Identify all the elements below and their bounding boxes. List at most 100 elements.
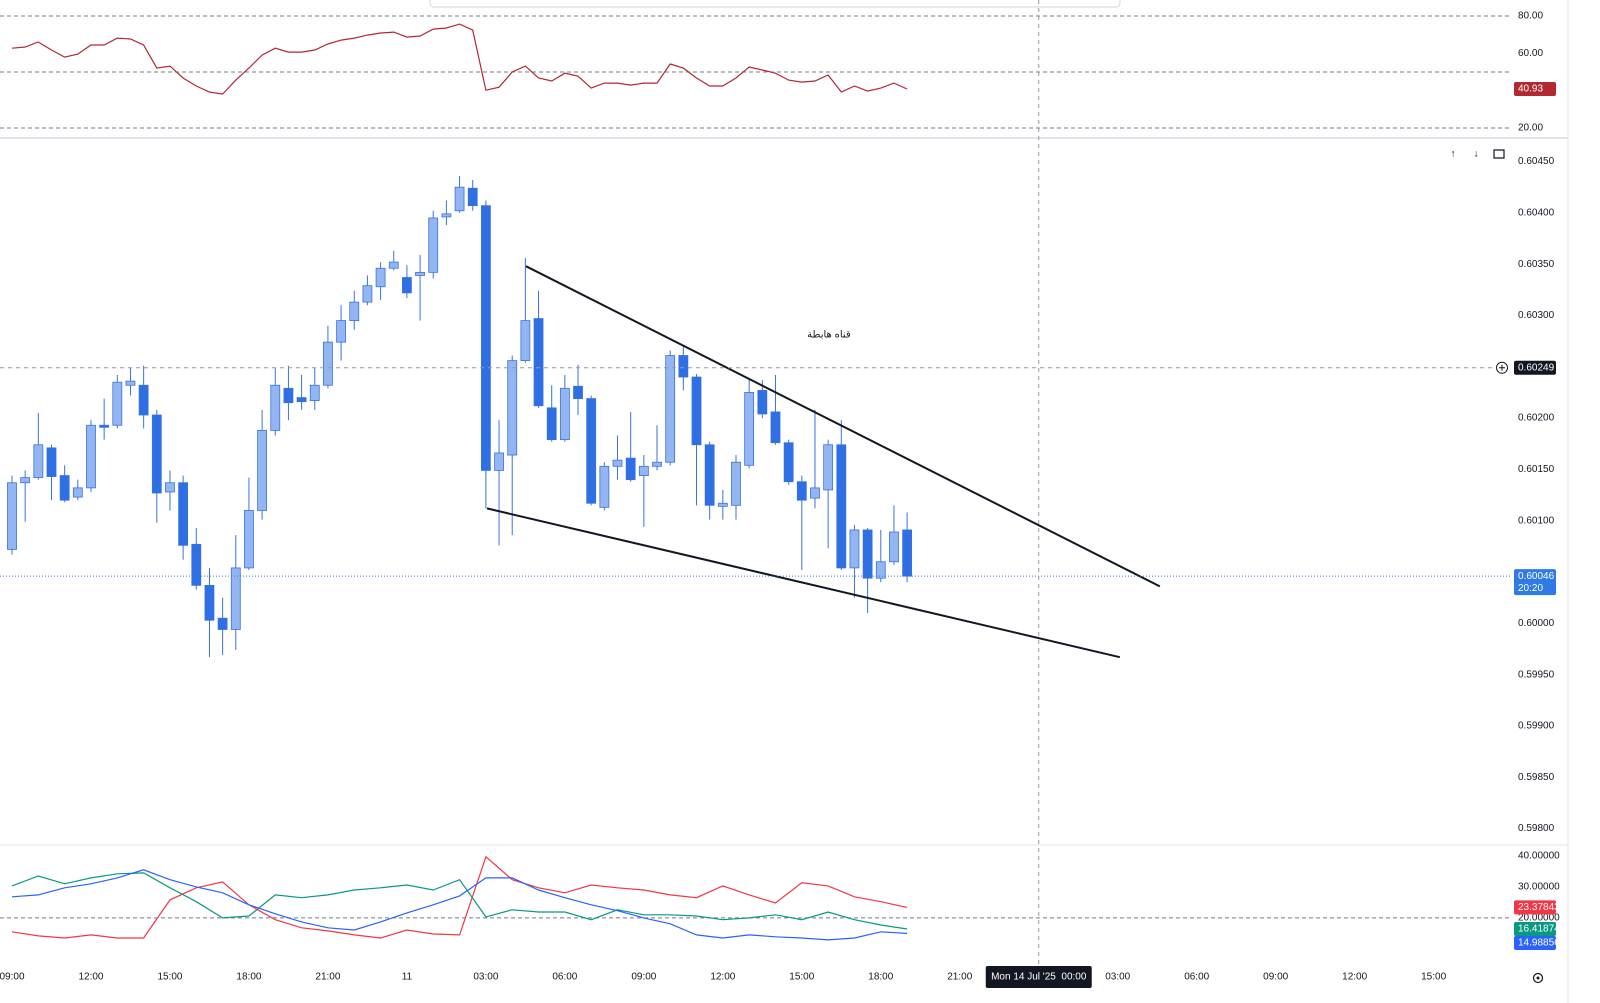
x-tick-label: 15:00 xyxy=(157,972,182,983)
value-label-bg xyxy=(1514,81,1556,96)
toolbar[interactable] xyxy=(429,0,1121,8)
candle-body xyxy=(309,384,320,402)
candle-body xyxy=(244,510,254,569)
indicator-line xyxy=(11,855,908,939)
value-label: 23.37843 xyxy=(1514,900,1560,915)
value-label-text: 40.93 xyxy=(1518,84,1543,95)
candle-body xyxy=(375,267,386,288)
candle-body xyxy=(467,187,478,207)
candle-body xyxy=(283,387,294,404)
candle-body xyxy=(546,407,557,441)
candle-body xyxy=(559,387,570,441)
y-tick-label: 0.60300 xyxy=(1518,310,1555,321)
candle-body xyxy=(704,444,715,506)
indicator-line xyxy=(11,872,908,930)
annotation: قناه هابطة xyxy=(807,330,851,341)
add-button[interactable] xyxy=(1496,361,1508,374)
y-tick-label: 0.59850 xyxy=(1518,772,1555,783)
y-tick-label: 0.59950 xyxy=(1518,669,1555,680)
y-tick-label: 60.00 xyxy=(1518,48,1543,59)
y-tick-label: 0.59800 xyxy=(1518,823,1555,834)
x-tick-label: 18:00 xyxy=(236,972,261,983)
candle-body xyxy=(665,355,676,463)
candle-body xyxy=(296,397,307,403)
candle-body xyxy=(678,355,689,378)
settings-button[interactable] xyxy=(1532,972,1544,984)
y-tick-label: 80.00 xyxy=(1518,11,1543,22)
candle-body xyxy=(507,360,518,456)
candle-body xyxy=(428,217,439,273)
candle-body xyxy=(533,318,544,407)
candle-body xyxy=(138,384,149,416)
countdown-text: 20:20 xyxy=(1518,583,1543,594)
y-tick-label: 0.60100 xyxy=(1518,515,1555,526)
candle-body xyxy=(783,442,794,483)
candle-body xyxy=(441,213,452,218)
candle-body xyxy=(717,502,728,507)
value-label: 40.93 xyxy=(1514,81,1556,96)
pane-button[interactable]: ↓ xyxy=(1474,149,1479,160)
candle-body xyxy=(388,261,399,269)
value-label-text: 23.37843 xyxy=(1518,902,1560,913)
candle-body xyxy=(20,477,31,484)
y-tick-label: 0.60400 xyxy=(1518,207,1555,218)
candle-body xyxy=(652,461,662,467)
x-tick-label: 21:00 xyxy=(315,972,340,983)
candle-body xyxy=(875,561,886,579)
y-tick-label: 30.00000 xyxy=(1518,882,1560,893)
candle-body xyxy=(599,465,610,508)
candle-body xyxy=(480,205,491,471)
crosshair-price-bg xyxy=(1514,360,1556,375)
candle-body xyxy=(217,617,228,630)
candle-body xyxy=(454,186,465,212)
x-tick-label: 09:00 xyxy=(1263,972,1288,983)
crosshair-time-text: Mon 14 Jul '25 00:00 xyxy=(991,972,1087,983)
y-tick-label: 0.60350 xyxy=(1518,259,1555,270)
candle-body xyxy=(362,285,373,303)
candle-body xyxy=(849,529,860,569)
candle-body xyxy=(204,584,215,621)
value-label-text: 16.41874 xyxy=(1518,924,1560,935)
candle-body xyxy=(151,414,162,494)
y-tick-label: 0.60000 xyxy=(1518,618,1555,629)
y-tick-label: 0.60150 xyxy=(1518,464,1555,475)
value-label: 14.98856 xyxy=(1514,935,1560,950)
gear-icon xyxy=(1532,972,1544,984)
add-icon-cross xyxy=(1499,364,1505,371)
candle-body xyxy=(862,529,873,579)
candle-body xyxy=(836,444,847,569)
candle-body xyxy=(165,482,175,493)
candle-body xyxy=(178,482,189,546)
candle-body xyxy=(573,385,583,399)
refresh-icon xyxy=(1493,149,1505,159)
refresh-button[interactable] xyxy=(1492,147,1506,160)
trend-line xyxy=(525,265,1161,588)
x-tick-label: 09:00 xyxy=(631,972,656,983)
value-label-bg xyxy=(1514,921,1556,936)
x-tick-label: 15:00 xyxy=(1421,972,1446,983)
y-tick-label: 0.59900 xyxy=(1518,721,1555,732)
candle-body xyxy=(731,461,741,506)
candle-body xyxy=(691,376,702,446)
candle-body xyxy=(7,482,17,550)
candle-body xyxy=(270,384,281,431)
candle-body xyxy=(336,320,346,343)
candle-body xyxy=(349,301,360,321)
value-label-bg xyxy=(1514,900,1556,915)
x-tick-label: 15:00 xyxy=(789,972,814,983)
candle-body xyxy=(770,411,781,444)
candle-body xyxy=(823,444,834,491)
candle-body xyxy=(744,392,755,466)
candle-body xyxy=(638,465,649,476)
x-tick-label: 21:00 xyxy=(947,972,972,983)
candle-body xyxy=(323,341,333,386)
candle-body xyxy=(796,481,807,501)
x-tick-label: 09:00 xyxy=(0,972,25,983)
indicator-line xyxy=(11,23,908,95)
value-label: 16.41874 xyxy=(1514,921,1560,936)
last-price-bg xyxy=(1514,569,1556,596)
pane-button[interactable]: ↑ xyxy=(1451,149,1456,160)
candle-body xyxy=(125,380,136,386)
